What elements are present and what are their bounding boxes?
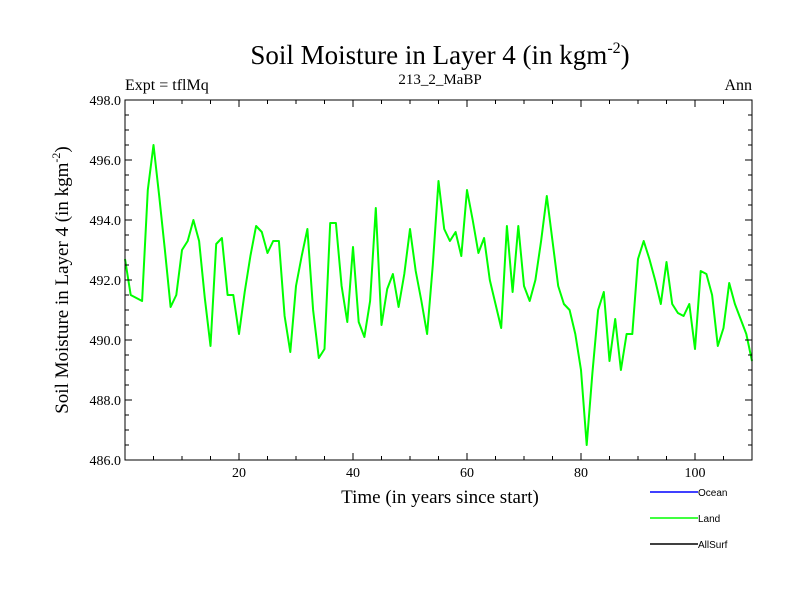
x-tick-label: 80 [574, 466, 588, 481]
subtitle-center: 213_2_MaBP [398, 72, 481, 88]
x-axis-label: Time (in years since start) [341, 487, 539, 508]
x-tick-label: 40 [346, 466, 360, 481]
ylabel-superscript: -2 [49, 153, 63, 163]
chart-title: Soil Moisture in Layer 4 (in kgm-2) [250, 40, 629, 70]
y-tick-label: 494.0 [90, 214, 122, 229]
title-superscript: -2 [607, 40, 620, 57]
y-tick-label: 498.0 [90, 94, 122, 109]
title-close: ) [621, 40, 630, 70]
x-tick-label: 20 [232, 466, 246, 481]
y-tick-label: 486.0 [90, 454, 122, 469]
legend: Ocean Land AllSurf [650, 488, 728, 551]
plot-frame [124, 99, 753, 461]
series-line-land [124, 144, 753, 446]
y-tick-label: 490.0 [90, 334, 122, 349]
y-tick-label: 496.0 [90, 154, 122, 169]
title-text: Soil Moisture in Layer 4 (in kgm [250, 40, 607, 70]
y-tick-label: 488.0 [90, 394, 122, 409]
legend-label-ocean: Ocean [698, 488, 727, 499]
subtitle-right: Ann [724, 77, 752, 94]
ylabel-text: Soil Moisture in Layer 4 (in kgm [52, 162, 73, 413]
x-tick-label: 100 [685, 466, 706, 481]
legend-label-land: Land [698, 514, 720, 525]
ylabel-close: ) [52, 146, 73, 152]
legend-label-allsurf: AllSurf [698, 540, 728, 551]
plot-area: 20 40 60 80 100 486.0 488.0 490.0 492.0 494.0 496.… [90, 94, 753, 481]
x-tick-label: 60 [460, 466, 474, 481]
subtitle-left: Expt = tflMq [125, 77, 209, 94]
y-tick-label: 492.0 [90, 274, 122, 289]
y-axis-label: Soil Moisture in Layer 4 (in kgm-2) [49, 146, 73, 414]
